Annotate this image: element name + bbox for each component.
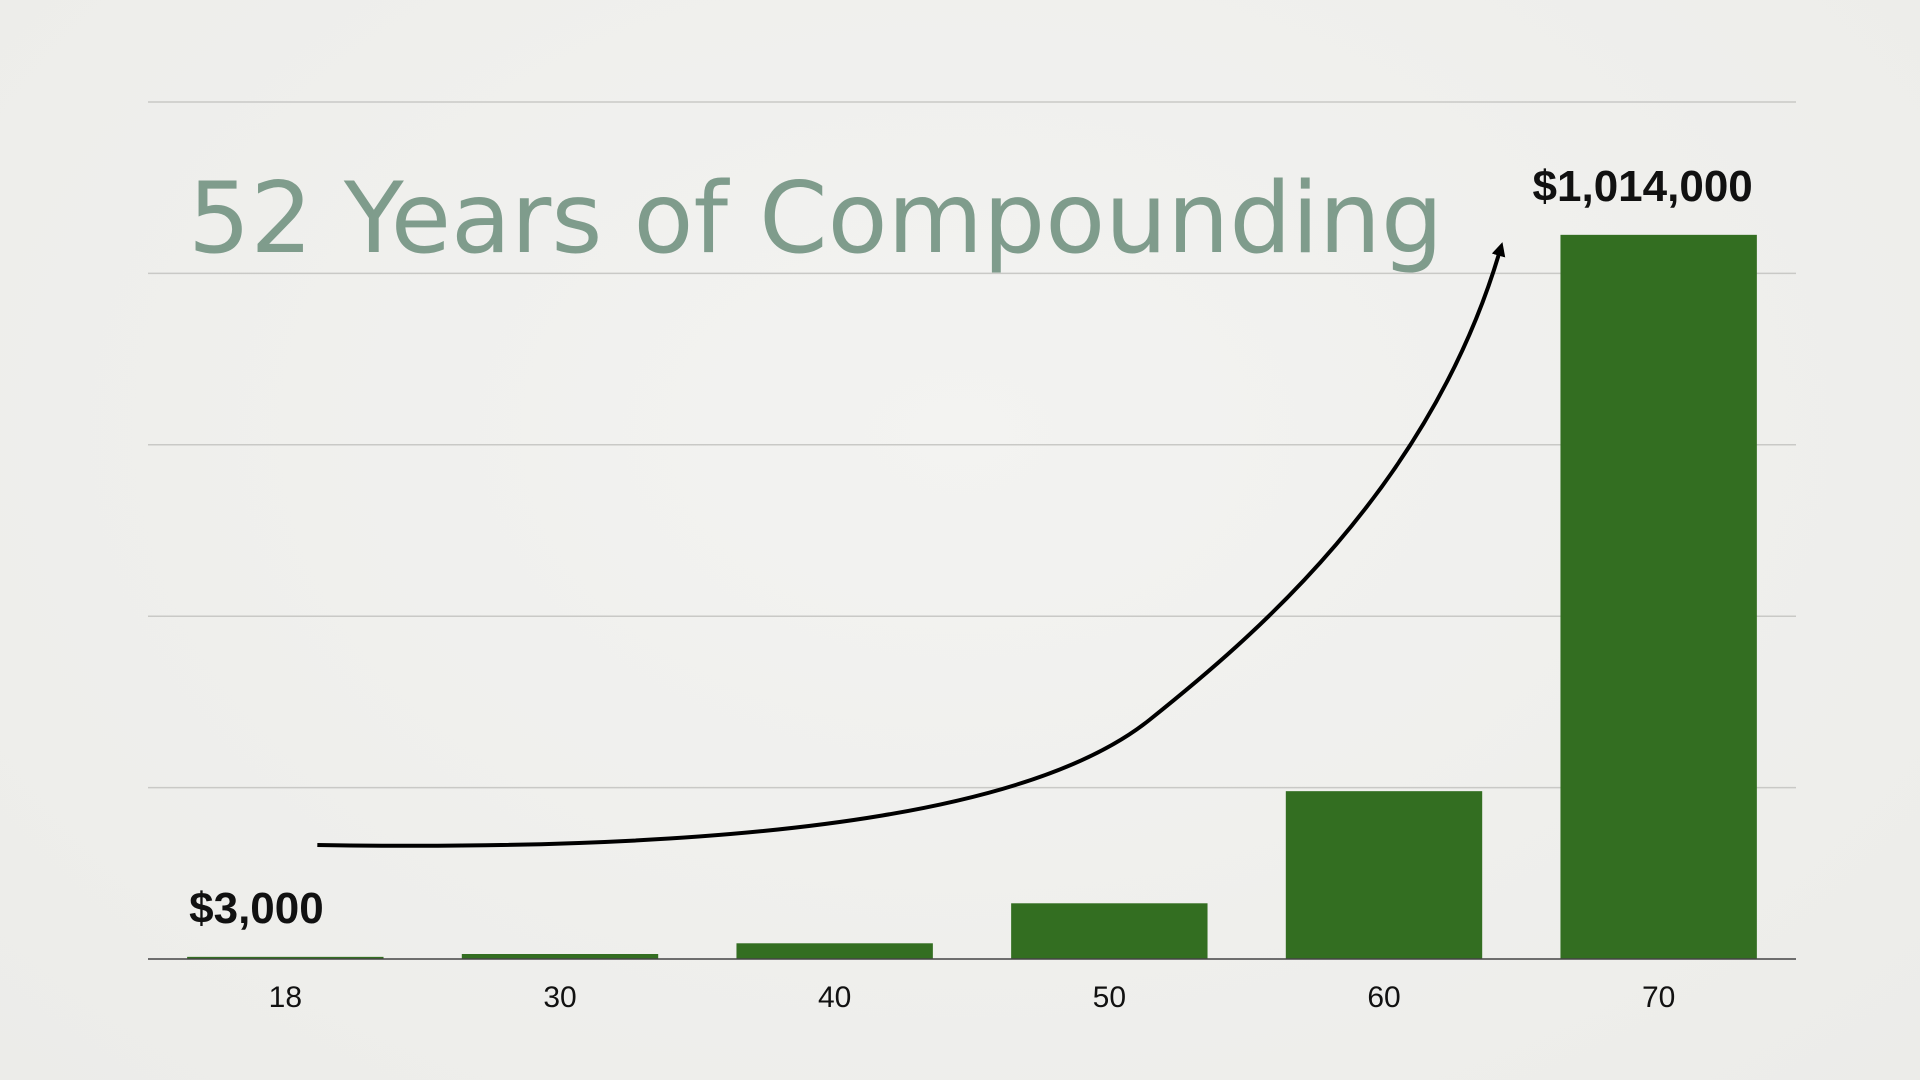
growth-arrow-icon bbox=[317, 242, 1506, 848]
x-tick-label: 50 bbox=[1093, 981, 1126, 1014]
bar-18 bbox=[187, 956, 384, 959]
x-tick-label: 60 bbox=[1367, 981, 1400, 1014]
bar-50 bbox=[1011, 903, 1208, 959]
x-tick-label: 40 bbox=[818, 981, 851, 1014]
bar-40 bbox=[736, 943, 933, 959]
x-tick-label: 18 bbox=[269, 981, 302, 1014]
gridlines bbox=[148, 101, 1796, 789]
bar-30 bbox=[461, 954, 659, 959]
chart-title: 52 Years of Compounding bbox=[188, 162, 1443, 276]
x-tick-label: 30 bbox=[543, 981, 576, 1014]
data-label-first: $3,000 bbox=[189, 884, 324, 933]
x-tick-label: 70 bbox=[1642, 981, 1675, 1014]
bar-60 bbox=[1285, 791, 1483, 959]
bars bbox=[187, 234, 1757, 959]
x-tick-labels: 18 30 40 50 60 70 bbox=[269, 981, 1676, 1014]
bar-70 bbox=[1560, 234, 1757, 959]
data-label-last: $1,014,000 bbox=[1533, 162, 1753, 211]
